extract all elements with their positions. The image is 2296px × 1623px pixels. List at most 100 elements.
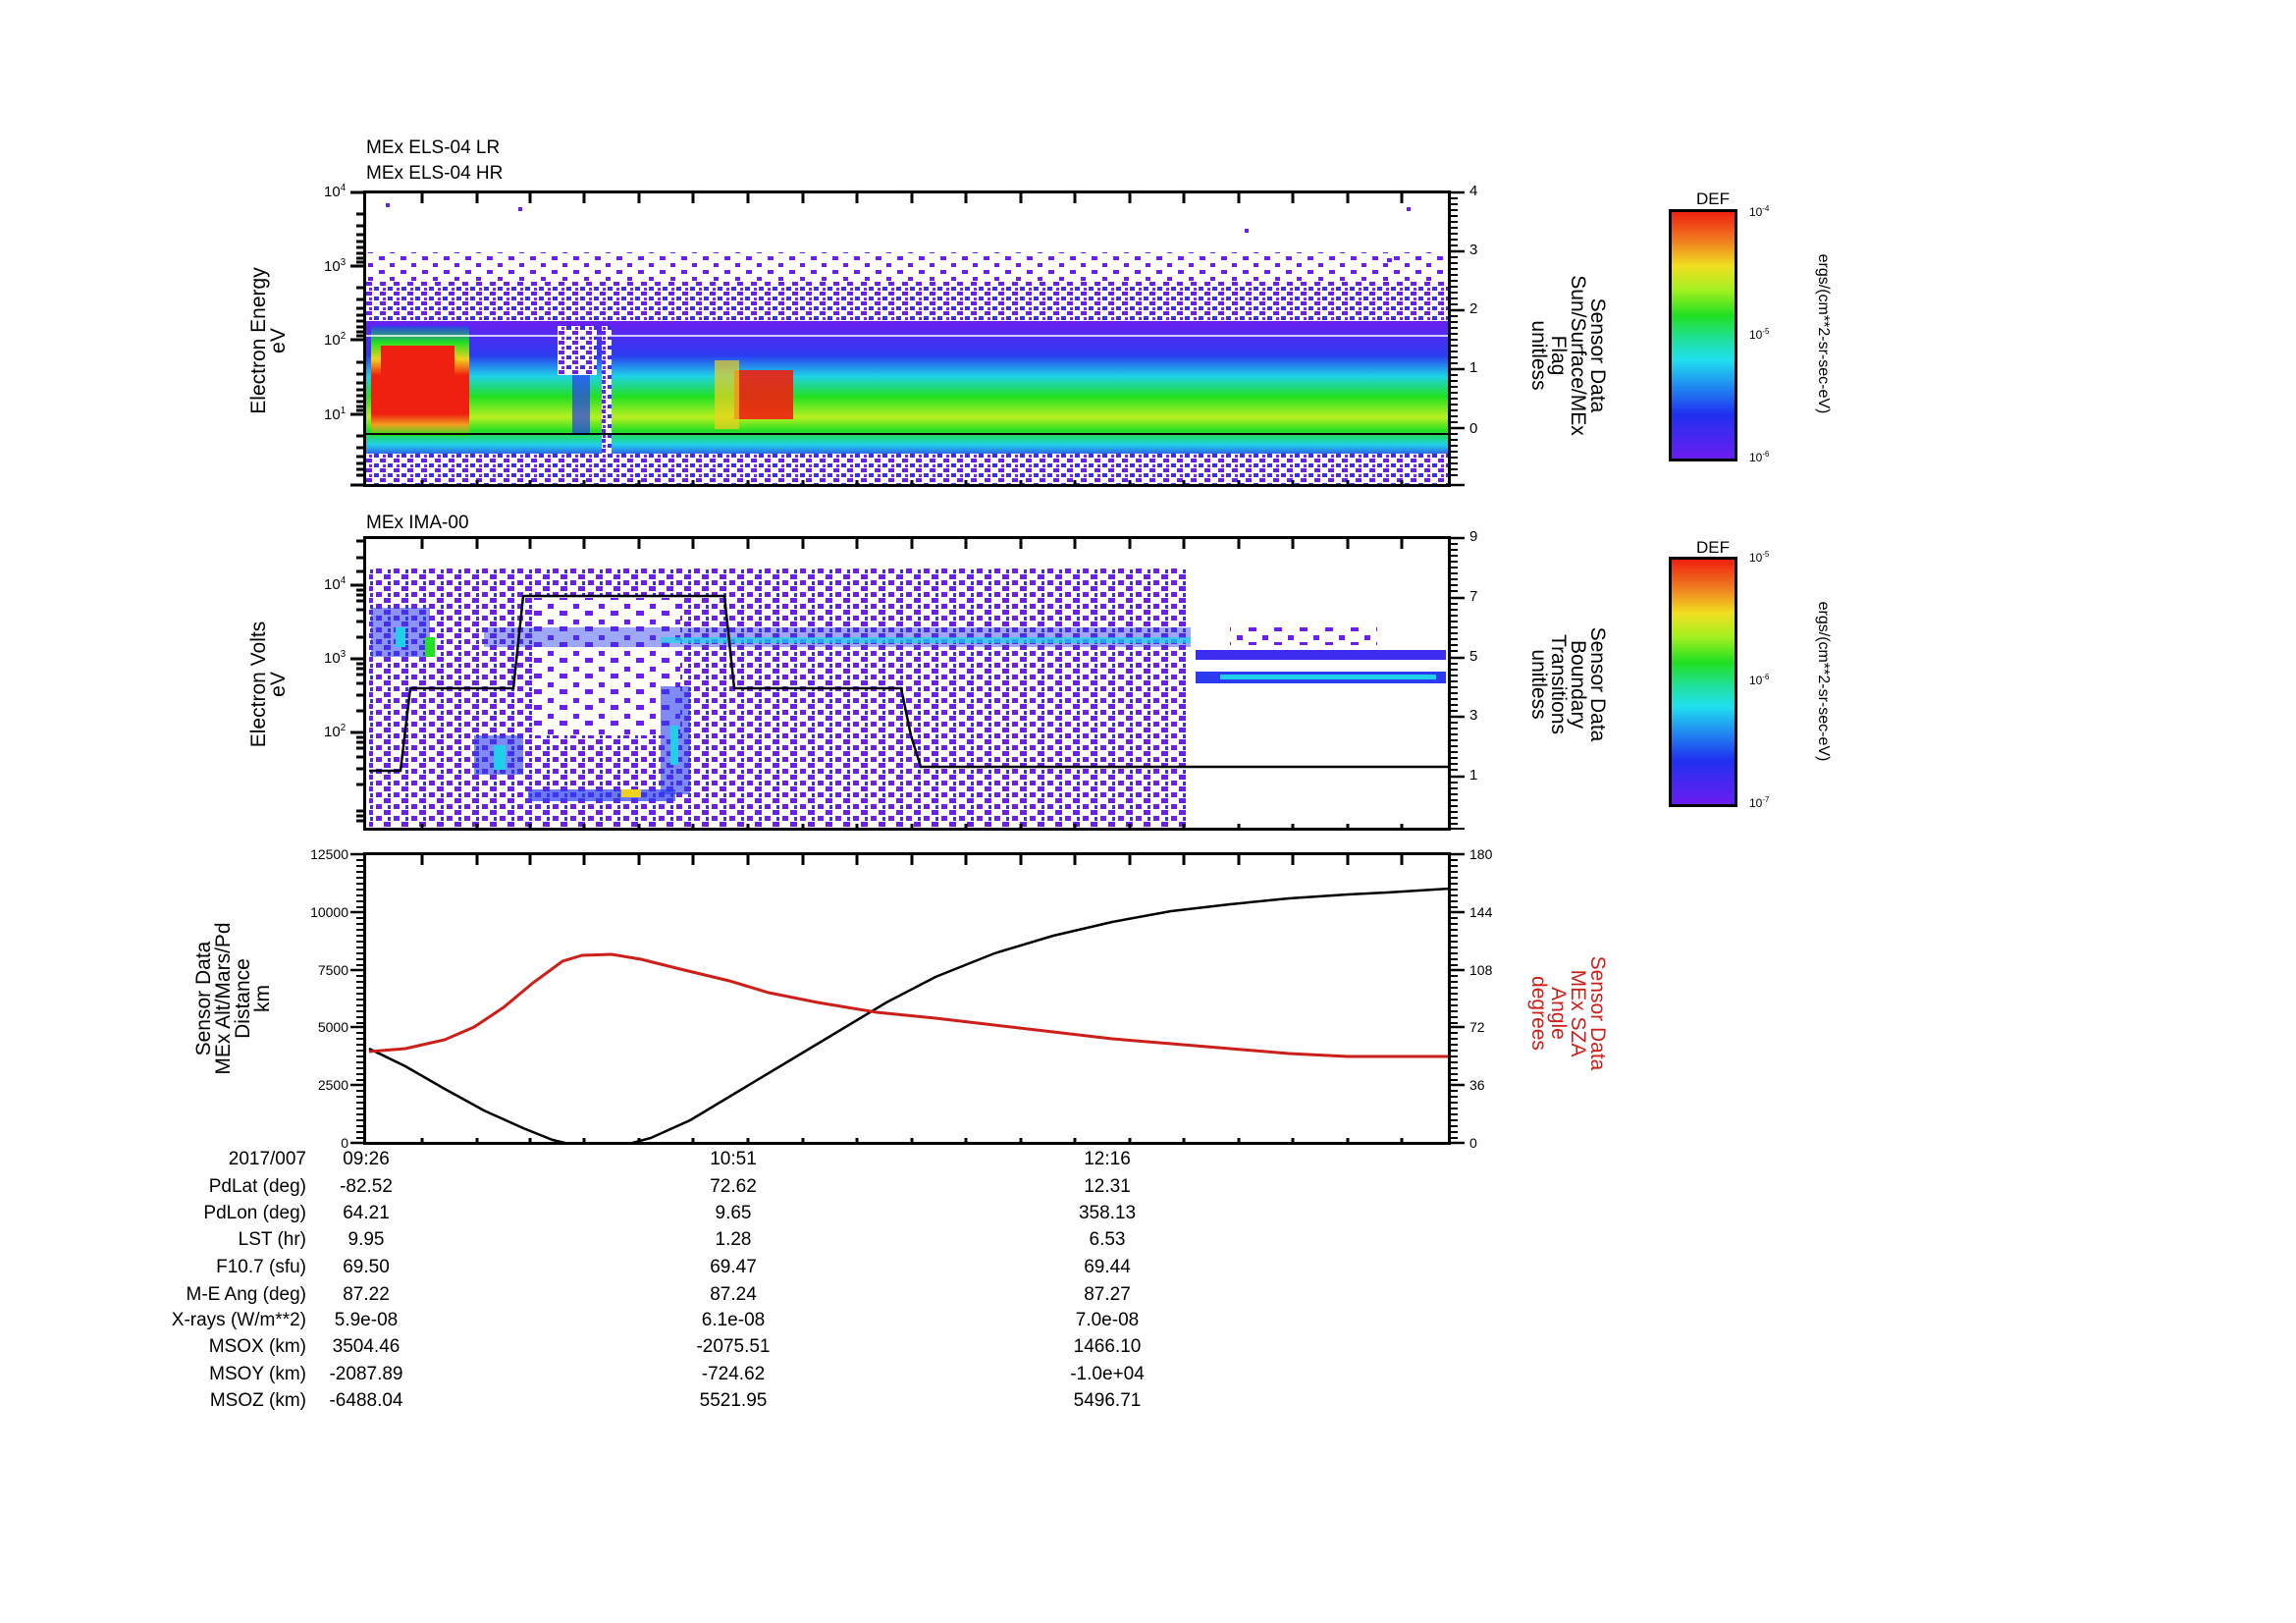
colorbar1-title: DEF: [1696, 189, 1730, 208]
panel1-title-lr: MEx ELS-04 LR: [366, 137, 501, 158]
panel3-ytick-10000: 10000: [310, 904, 348, 920]
ephem-label-pdlat: PdLat (deg): [208, 1176, 306, 1197]
panel1-ytick-1e2: 102: [324, 331, 347, 349]
sza-line: [368, 952, 1448, 1058]
panel1-left-axis: [350, 190, 364, 487]
colorbar2-mid: 10-6: [1749, 673, 1770, 687]
panel3-y2label: Sensor Data MEx SZA Angle degrees: [1527, 955, 1609, 1071]
panel2-y2tick-9: 9: [1469, 528, 1478, 545]
ephem-pdlat-1: -82.52: [340, 1176, 393, 1197]
panel1-heatmap: [366, 193, 1448, 484]
panel1-ytick-1e3: 103: [324, 257, 347, 275]
panel2-ylabel: Electron Volts eV: [247, 621, 290, 748]
ephem-label-me-ang: M-E Ang (deg): [186, 1284, 307, 1305]
colorbar1-top: 10-4: [1749, 204, 1770, 219]
panel2-right-axis: [1449, 536, 1465, 830]
panel1-els-spectrogram: [363, 190, 1451, 487]
ephem-msoy-1: -2087.89: [329, 1364, 403, 1384]
panel3-ytick-0: 0: [341, 1135, 348, 1151]
ephem-msoy-3: -1.0e+04: [1070, 1364, 1145, 1384]
panel3-y2tick-0: 0: [1469, 1135, 1477, 1151]
panel2-y2label: Sensor Data Boundary Transitions unitles…: [1527, 626, 1609, 742]
ephem-me-ang-1: 87.22: [343, 1284, 390, 1305]
panel1-x-ticks: [420, 193, 1404, 484]
ephem-pdlon-1: 64.21: [343, 1203, 390, 1223]
colorbar1: [1669, 209, 1737, 461]
ephem-xrays-2: 6.1e-08: [701, 1310, 766, 1330]
ephem-f107-3: 69.44: [1084, 1257, 1131, 1277]
ephem-label-f107: F10.7 (sfu): [216, 1257, 306, 1277]
colorbar2-top: 10-5: [1749, 550, 1770, 565]
panel3-y2tick-108: 108: [1469, 962, 1493, 978]
colorbar2: [1669, 557, 1737, 807]
colorbar2-title: DEF: [1696, 538, 1730, 557]
panel1-ylabel: Electron Energy eV: [247, 267, 290, 414]
ephem-label-date: 2017/007: [228, 1149, 306, 1169]
panel3-y2tick-36: 36: [1469, 1077, 1485, 1093]
ephem-label-msoz: MSOZ (km): [209, 1390, 306, 1411]
panel2-left-axis: [350, 539, 364, 823]
ephem-time-2: 10:51: [710, 1149, 757, 1169]
ephem-lst-3: 6.53: [1089, 1229, 1126, 1250]
panel1-ytick-1e4: 104: [324, 183, 347, 200]
ephem-label-msox: MSOX (km): [208, 1336, 306, 1357]
ephem-msoy-2: -724.62: [701, 1364, 766, 1384]
panel3-ytick-12500: 12500: [310, 846, 348, 862]
panel2-heatmap: [369, 539, 1448, 828]
panel3-y2tick-144: 144: [1469, 904, 1493, 920]
ephem-pdlon-3: 358.13: [1078, 1203, 1137, 1223]
ephem-lst-1: 9.95: [347, 1229, 385, 1250]
colorbar2-bottom: 10-7: [1749, 795, 1770, 810]
panel3-y2tick-72: 72: [1469, 1019, 1485, 1035]
ephem-label-msoy: MSOY (km): [209, 1364, 306, 1384]
panel1-y2tick-0: 0: [1469, 420, 1478, 437]
ephem-label-lst: LST (hr): [238, 1229, 306, 1250]
ephem-label-pdlon: PdLon (deg): [203, 1203, 306, 1223]
panel3-left-axis: [350, 852, 364, 1145]
boundary-transitions-line: [369, 594, 1448, 773]
panel2-title: MEx IMA-00: [366, 513, 469, 533]
panel2-ima-spectrogram: [363, 536, 1451, 831]
ephem-pdlon-2: 9.65: [715, 1203, 752, 1223]
ephem-f107-2: 69.47: [710, 1257, 757, 1277]
panel1-y2tick-3: 3: [1469, 242, 1478, 258]
ephem-f107-1: 69.50: [343, 1257, 390, 1277]
panel3-right-axis: [1449, 852, 1465, 1145]
panel2-y2tick-7: 7: [1469, 588, 1478, 605]
panel3-ytick-5000: 5000: [317, 1019, 348, 1035]
panel3-ylabel: Sensor Data MEx Alt/Mars/Pd Distance km: [192, 922, 274, 1075]
ephem-pdlat-3: 12.31: [1084, 1176, 1131, 1197]
panel1-ytick-1e1: 101: [324, 406, 347, 423]
panel3-y2tick-180: 180: [1469, 846, 1493, 862]
ephem-msoz-1: -6488.04: [329, 1390, 403, 1411]
ephem-msoz-2: 5521.95: [699, 1390, 768, 1411]
panel2-ytick-1e2: 102: [324, 723, 347, 740]
panel2-ytick-1e4: 104: [324, 575, 347, 593]
panel3-lines: [368, 855, 1448, 1142]
ephem-label-xrays: X-rays (W/m**2): [171, 1310, 306, 1330]
panel3-ytick-7500: 7500: [317, 962, 348, 978]
ephem-msox-1: 3504.46: [332, 1336, 400, 1357]
panel1-y2tick-4: 4: [1469, 183, 1478, 199]
panel3-orbit-lineplot: [363, 852, 1451, 1145]
ephem-msoz-3: 5496.71: [1073, 1390, 1142, 1411]
ephem-xrays-3: 7.0e-08: [1075, 1310, 1140, 1330]
ephem-time-1: 09:26: [343, 1149, 390, 1169]
colorbar2-unit: ergs/(cm**2-sr-sec-eV): [1815, 601, 1832, 762]
panel1-y2label: Sensor Data Sun/Surface/MEx Flag unitles…: [1527, 275, 1609, 436]
panel1-title-hr: MEx ELS-04 HR: [366, 163, 504, 184]
ephem-pdlat-2: 72.62: [710, 1176, 757, 1197]
ephem-me-ang-3: 87.27: [1084, 1284, 1131, 1305]
ephem-me-ang-2: 87.24: [710, 1284, 757, 1305]
ephem-time-3: 12:16: [1084, 1149, 1131, 1169]
panel2-y2tick-1: 1: [1469, 767, 1478, 784]
panel1-right-axis: [1449, 190, 1465, 487]
colorbar1-bottom: 10-6: [1749, 450, 1770, 464]
colorbar1-unit: ergs/(cm**2-sr-sec-eV): [1815, 253, 1832, 414]
ephem-lst-2: 1.28: [715, 1229, 752, 1250]
ephem-xrays-1: 5.9e-08: [334, 1310, 399, 1330]
panel2-ytick-1e3: 103: [324, 649, 347, 667]
panel1-y2tick-2: 2: [1469, 300, 1478, 317]
altitude-line: [368, 887, 1448, 1142]
panel3-ytick-2500: 2500: [317, 1077, 348, 1093]
